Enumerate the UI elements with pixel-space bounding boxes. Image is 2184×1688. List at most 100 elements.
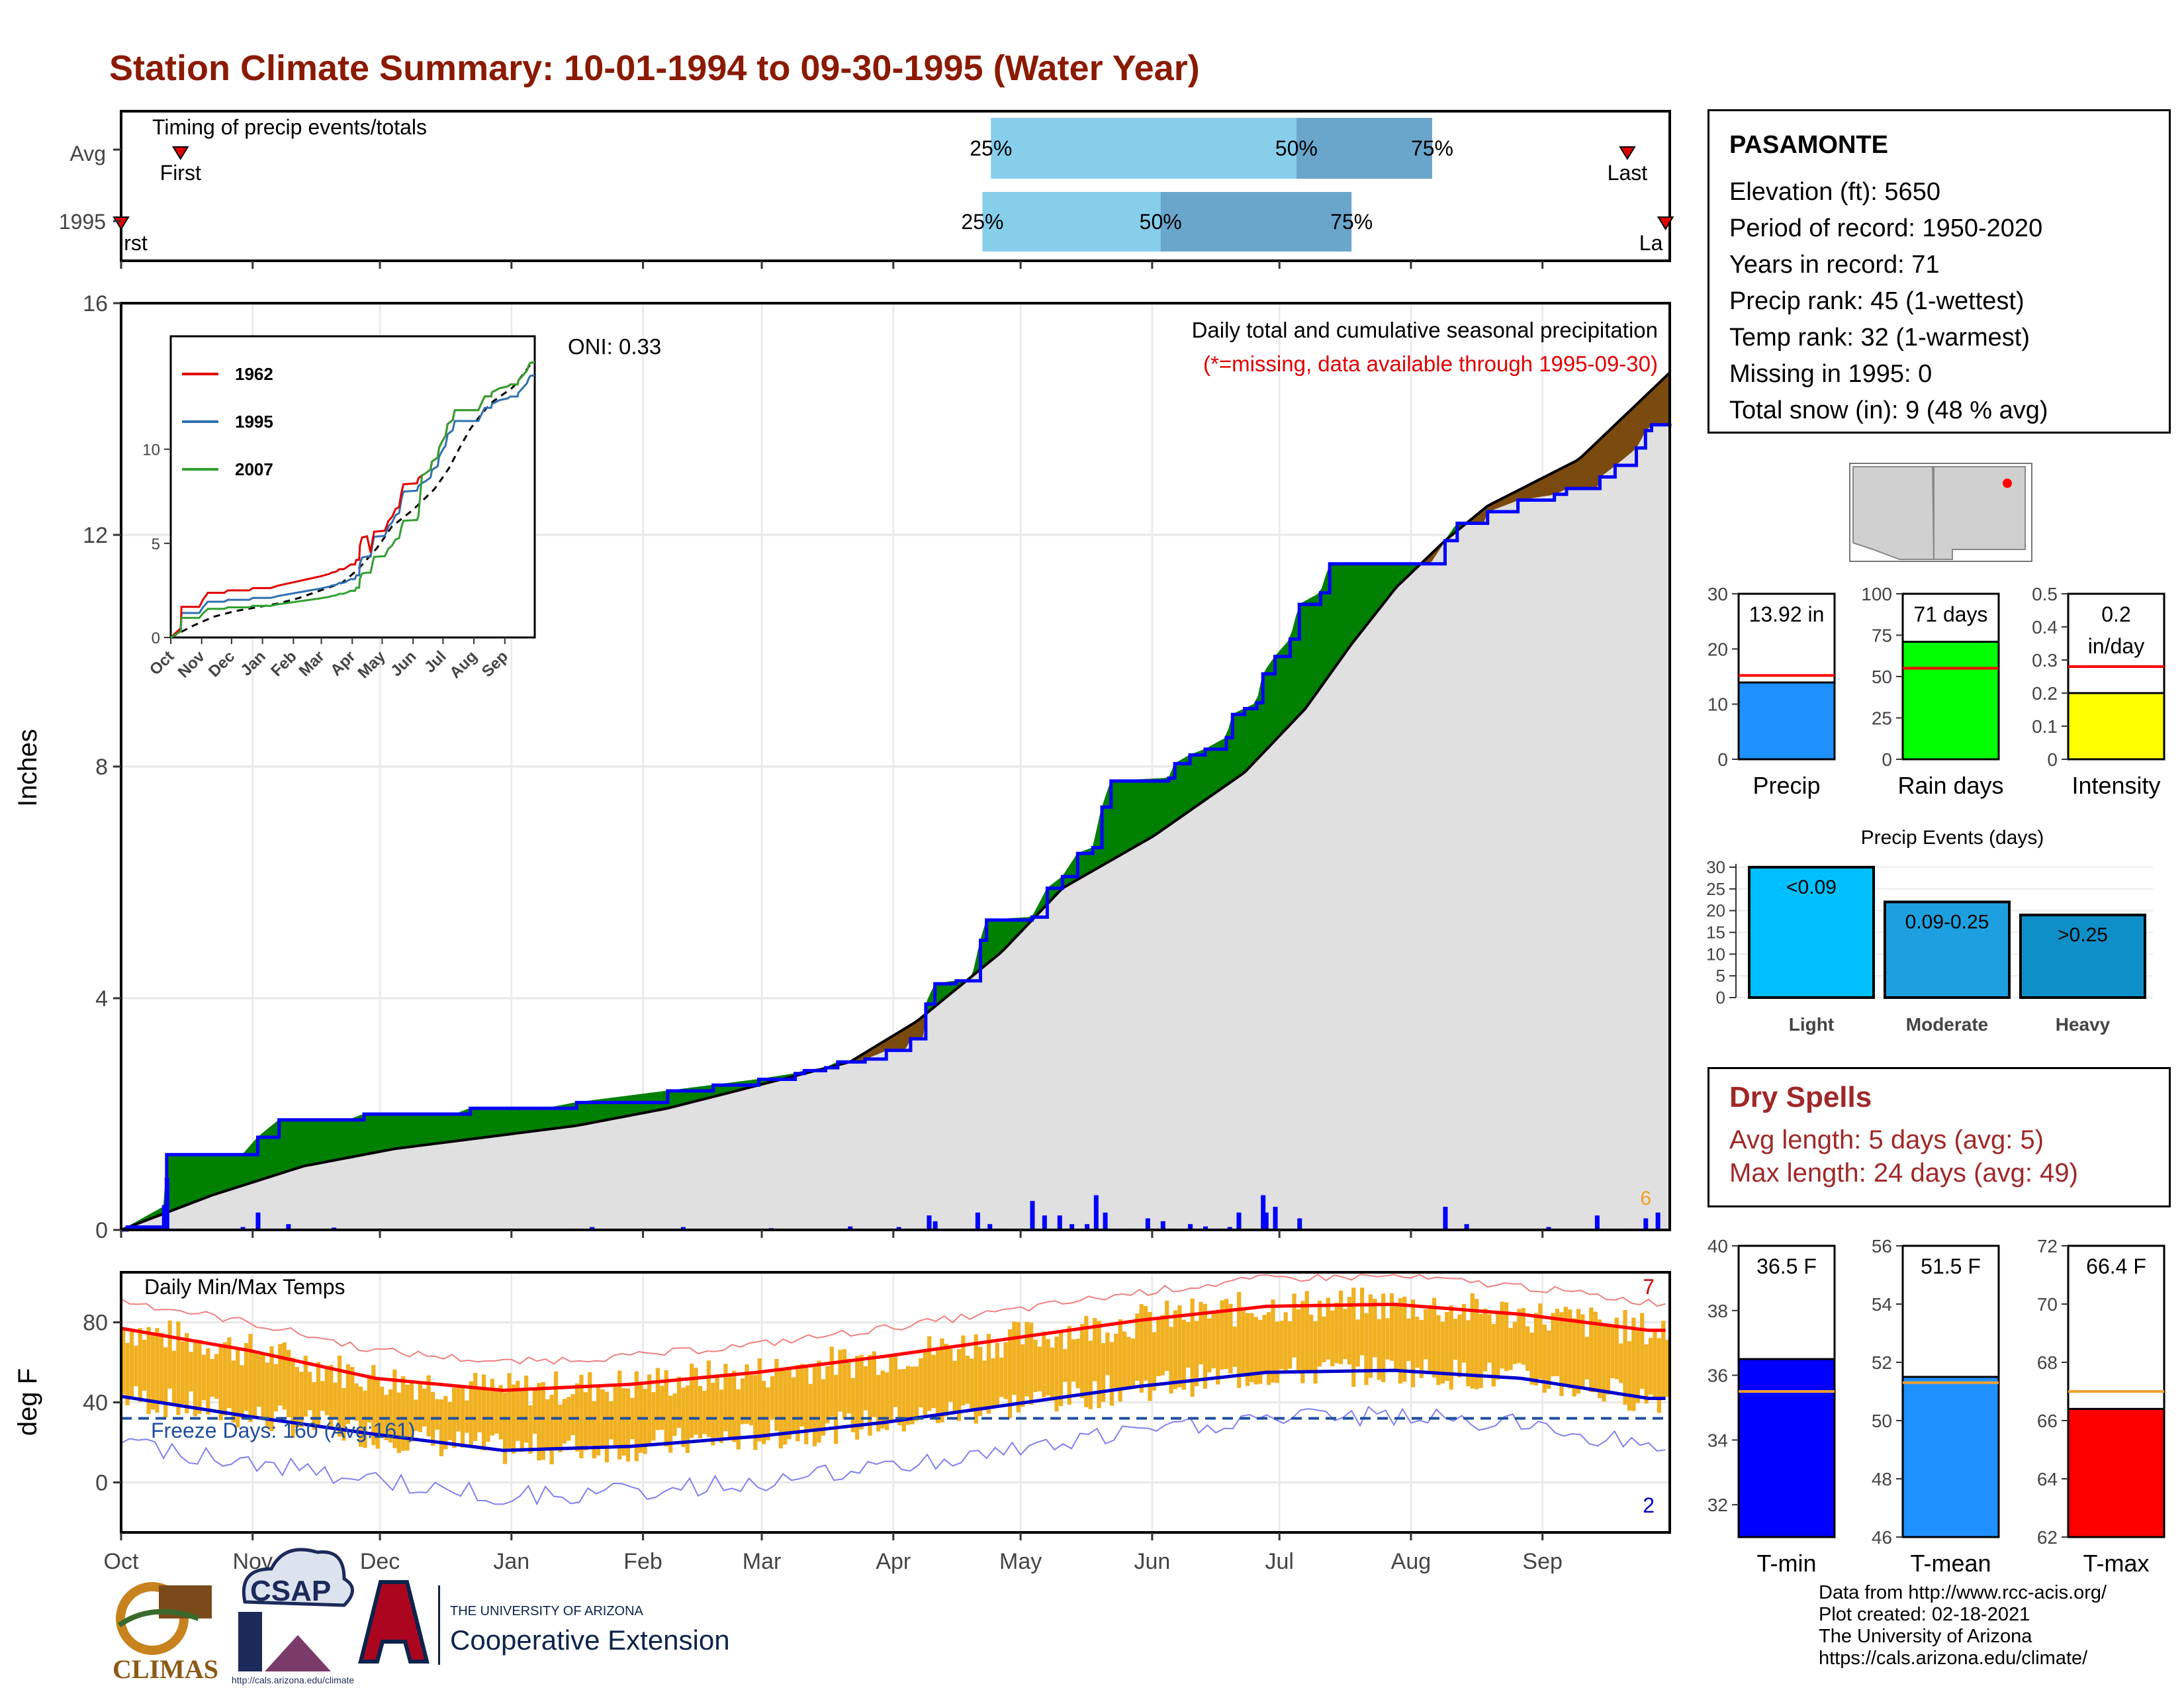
- daily-temp-bar: [532, 1390, 537, 1434]
- daily-precip-bar: [896, 1227, 901, 1230]
- credit-data-source: Data from http://www.rcc-acis.org/: [1819, 1582, 2107, 1603]
- station-snow: Total snow (in): 9 (48 % avg): [1729, 397, 2048, 424]
- daily-temp-bar: [1491, 1324, 1496, 1387]
- surplus-segment: [1368, 563, 1373, 624]
- month-tick-label: Apr: [876, 1549, 911, 1574]
- temp-stat-ytick-label: 46: [1872, 1527, 1892, 1548]
- surplus-segment: [396, 1113, 402, 1149]
- daily-temp-bar: [1593, 1311, 1598, 1393]
- daily-temp-bar: [745, 1364, 749, 1424]
- surplus-segment: [506, 1107, 512, 1135]
- daily-temp-bar: [1440, 1321, 1445, 1384]
- timing-label: Timing of precip events/totals: [152, 115, 427, 139]
- inset-ytick-label: 0: [152, 630, 160, 647]
- surplus-segment: [1181, 757, 1187, 818]
- daily-precip-bar: [1655, 1212, 1661, 1230]
- surplus-segment: [1363, 563, 1369, 630]
- station-years: Years in record: 71: [1729, 251, 1940, 279]
- daily-temp-bar: [1109, 1342, 1114, 1406]
- daily-temp-bar: [583, 1392, 588, 1451]
- daily-temp-bar: [821, 1379, 826, 1436]
- temp-stat-ytick-label: 68: [2037, 1352, 2058, 1373]
- daily-temp-bar: [380, 1386, 385, 1436]
- daily-temp-bar: [762, 1381, 766, 1444]
- climas-logo: CLIMAS: [113, 1582, 218, 1684]
- daily-temp-bar: [596, 1386, 601, 1456]
- daily-temp-bar: [435, 1399, 439, 1430]
- surplus-segment: [405, 1113, 410, 1148]
- tmin-normal-line: [120, 1368, 1666, 1452]
- surplus-segment: [1359, 563, 1365, 635]
- surplus-segment: [532, 1107, 537, 1132]
- surplus-segment: [477, 1107, 482, 1139]
- logos: CLIMAS CSAP http://cals.arizona.edu/clim…: [113, 1548, 730, 1685]
- daily-temp-bar: [1326, 1297, 1330, 1360]
- daily-temp-bar: [1576, 1309, 1581, 1394]
- deficit-segment: [1555, 469, 1560, 494]
- dry-spells-avg: Avg length: 5 days (avg: 5): [1729, 1125, 2044, 1154]
- daily-temp-bar: [655, 1368, 660, 1430]
- temp-stat-ytick-label: 72: [2037, 1236, 2058, 1256]
- daily-temp-bar: [889, 1356, 893, 1421]
- surplus-segment: [286, 1119, 291, 1172]
- daily-temp-bar: [1101, 1342, 1106, 1402]
- daily-precip-bar: [1069, 1224, 1075, 1230]
- deficit-segment: [1593, 440, 1598, 489]
- daily-temp-bar: [931, 1354, 936, 1409]
- temp-stat-ytick-label: 56: [1872, 1236, 1892, 1256]
- inset-2007-line: [170, 361, 535, 639]
- temp-panel: 0 40 80 Daily Min/Max Temps Freeze Days: 1…: [13, 1271, 1671, 1534]
- daily-temp-bar: [625, 1388, 631, 1462]
- daily-temp-bar: [1368, 1294, 1373, 1378]
- surplus-segment: [235, 1154, 241, 1188]
- daily-temp-bar: [1508, 1327, 1513, 1370]
- daily-temp-bar: [1343, 1309, 1347, 1360]
- daily-temp-bar: [1283, 1312, 1288, 1372]
- daily-temp-bar: [1631, 1317, 1636, 1411]
- daily-temp-bar: [906, 1366, 911, 1425]
- month-tick-label: May: [999, 1549, 1042, 1574]
- temp-stat-label: T-mean: [1910, 1550, 1991, 1577]
- surplus-segment: [625, 1095, 631, 1117]
- surplus-segment: [316, 1119, 321, 1164]
- surplus-segment: [222, 1154, 228, 1193]
- timing-p25-label: 25%: [961, 210, 1003, 234]
- freeze-days-label: Freeze Days: 160 (Avg:161): [151, 1419, 416, 1442]
- surplus-segment: [180, 1154, 185, 1208]
- daily-temp-bar: [1021, 1344, 1025, 1407]
- daily-temp-bar: [1054, 1336, 1059, 1412]
- daily-precip-bar: [1546, 1227, 1551, 1230]
- surplus-segment: [1249, 703, 1255, 768]
- daily-temp-bar: [1653, 1329, 1657, 1399]
- daily-temp-bar: [999, 1357, 1004, 1397]
- daily-temp-bar: [1199, 1301, 1203, 1365]
- daily-temp-bar: [320, 1381, 325, 1411]
- surplus-segment: [473, 1107, 478, 1139]
- daily-temp-bar: [868, 1354, 872, 1436]
- daily-temp-bar: [1381, 1293, 1386, 1383]
- daily-temp-bar: [808, 1383, 813, 1432]
- daily-temp-bar: [1309, 1315, 1314, 1372]
- daily-temp-bar: [1241, 1310, 1246, 1378]
- daily-temp-bar: [1521, 1307, 1525, 1365]
- inset-legend-label: 1962: [235, 364, 273, 384]
- month-tick-label: Mar: [743, 1549, 782, 1574]
- daily-precip-bar: [1145, 1218, 1150, 1230]
- events-category-label: Light: [1789, 1014, 1834, 1035]
- daily-temp-bar: [1347, 1297, 1351, 1365]
- daily-temp-bar: [333, 1382, 338, 1419]
- daily-temp-bar: [490, 1378, 494, 1436]
- dry-spells-title: Dry Spells: [1729, 1081, 1872, 1113]
- daily-temp-bar: [1033, 1339, 1038, 1392]
- daily-precip-bar: [1093, 1195, 1099, 1230]
- daily-precip-bar: [1261, 1195, 1266, 1230]
- daily-temp-bar: [261, 1354, 265, 1421]
- surplus-segment: [1300, 600, 1306, 715]
- daily-temp-bar: [465, 1400, 469, 1433]
- daily-temp-bar: [498, 1385, 503, 1440]
- deficit-segment: [1572, 460, 1577, 489]
- surplus-segment: [629, 1094, 635, 1116]
- daily-temp-bar: [1453, 1319, 1458, 1360]
- deficit-segment: [1610, 424, 1615, 470]
- daily-temp-bar: [991, 1358, 995, 1408]
